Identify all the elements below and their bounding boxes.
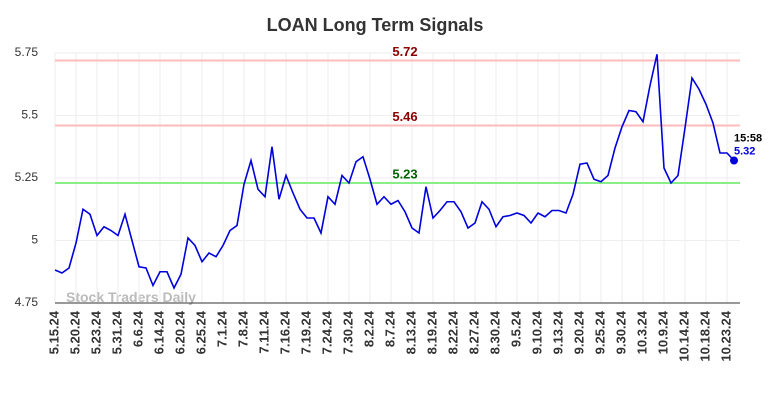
price-line: [54, 54, 735, 290]
x-tick-label: 6.6.24: [130, 310, 145, 347]
x-tick-label: 8.27.24: [466, 310, 481, 354]
last-value: 5.32: [734, 145, 755, 157]
reference-label: 5.23: [392, 166, 417, 181]
last-point: [730, 156, 738, 165]
watermark: Stock Traders Daily: [66, 289, 196, 305]
x-tick-label: 8.30.24: [487, 310, 502, 354]
y-tick-label: 5.5: [21, 108, 38, 122]
y-tick-label: 5.75: [15, 45, 39, 59]
x-tick-label: 8.22.24: [445, 310, 460, 354]
x-tick-label: 7.1.24: [214, 310, 229, 347]
x-tick-label: 10.9.24: [655, 310, 670, 354]
x-tick-label: 7.16.24: [277, 310, 292, 354]
x-tick-label: 7.8.24: [235, 310, 250, 347]
x-tick-label: 5.23.24: [88, 310, 103, 354]
x-tick-label: 9.5.24: [508, 310, 523, 347]
x-tick-label: 5.20.24: [67, 310, 82, 354]
last-time: 15:58: [734, 132, 762, 144]
x-tick-label: 10.3.24: [634, 310, 649, 354]
x-tick-label: 5.15.24: [46, 310, 61, 354]
x-tick-label: 7.30.24: [340, 310, 355, 354]
reference-label: 5.72: [392, 44, 417, 59]
x-tick-label: 8.13.24: [403, 310, 418, 354]
x-tick-label: 7.11.24: [256, 310, 271, 353]
x-tick-label: 6.25.24: [193, 310, 208, 354]
y-tick-label: 5: [31, 233, 38, 247]
x-tick-label: 9.13.24: [550, 310, 565, 354]
x-tick-label: 6.20.24: [172, 310, 187, 354]
y-tick-label: 5.25: [15, 170, 39, 184]
x-tick-label: 9.10.24: [529, 310, 544, 354]
x-tick-label: 8.7.24: [382, 310, 397, 347]
x-tick-label: 9.30.24: [613, 310, 628, 354]
x-tick-label: 7.24.24: [319, 310, 334, 354]
x-tick-label: 10.23.24: [718, 310, 733, 361]
x-tick-label: 5.31.24: [109, 310, 124, 354]
x-tick-label: 6.14.24: [151, 310, 166, 354]
x-tick-label: 8.19.24: [424, 310, 439, 354]
x-tick-label: 7.19.24: [298, 310, 313, 354]
chart-title: LOAN Long Term Signals: [267, 15, 484, 35]
y-tick-label: 4.75: [15, 295, 39, 309]
reference-label: 5.46: [392, 109, 417, 124]
x-tick-label: 10.14.24: [676, 310, 691, 361]
x-tick-label: 9.20.24: [571, 310, 586, 354]
x-tick-label: 10.18.24: [697, 310, 712, 361]
x-tick-label: 8.2.24: [361, 310, 376, 347]
x-tick-label: 9.25.24: [592, 310, 607, 354]
